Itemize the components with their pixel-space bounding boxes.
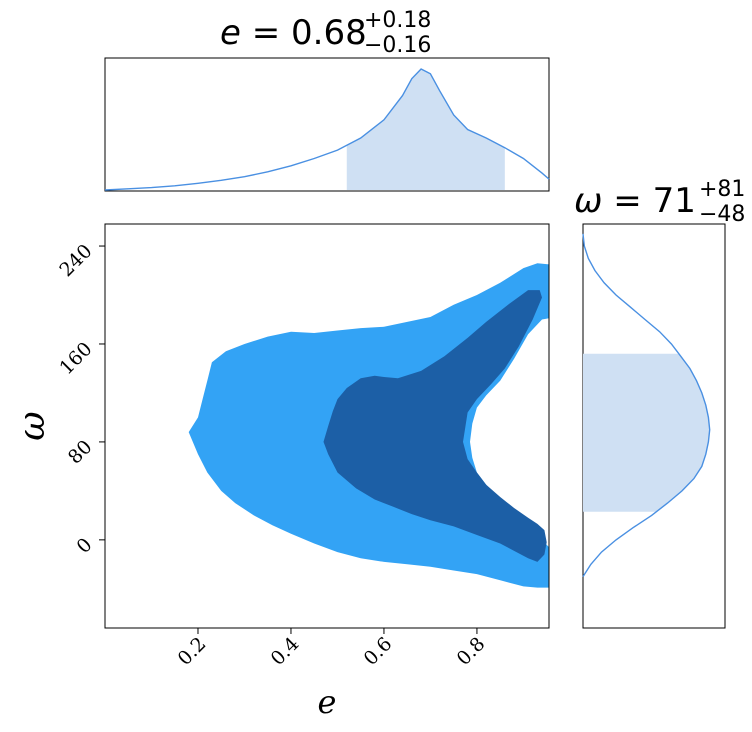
y-tick-label: 80	[64, 436, 97, 469]
contour-inner	[323, 290, 547, 562]
marginal-e-panel: e = 0.68 +0.18 −0.16	[104, 8, 550, 192]
marginal-omega-title: ω = 71	[574, 181, 696, 221]
y-axis-ticks: 0 80 160 240	[55, 240, 105, 558]
marginal-e-title-minus: −0.16	[364, 33, 431, 58]
x-tick-label: 0.6	[360, 633, 397, 670]
y-tick-label: 240	[55, 240, 96, 281]
x-tick-label: 0.8	[453, 633, 490, 670]
joint-contours	[188, 263, 549, 588]
marginal-omega-title-value: 71	[653, 181, 696, 221]
marginal-e-credible-fill	[346, 69, 505, 190]
marginal-omega-title-minus: −48	[699, 202, 745, 227]
marginal-e-frame	[104, 57, 550, 192]
marginal-omega-title-plus: +81	[699, 177, 745, 202]
marginal-omega-panel: ω = 71 +81 −48	[574, 177, 745, 629]
marginal-omega-credible-fill	[583, 353, 710, 512]
marginal-omega-title-eq: =	[602, 181, 652, 221]
x-tick-label: 0.4	[267, 633, 304, 670]
x-axis-label: e	[318, 683, 337, 721]
marginal-e-title-eq: =	[241, 13, 291, 53]
marginal-omega-title-var: ω	[574, 181, 602, 221]
marginal-e-title: e = 0.68	[220, 13, 367, 53]
marginal-e-title-plus: +0.18	[364, 8, 431, 33]
marginal-e-title-var: e	[220, 13, 241, 53]
joint-frame	[104, 223, 550, 629]
x-tick-label: 0.2	[174, 633, 211, 670]
marginal-e-density-line	[104, 68, 550, 191]
marginal-omega-density-line	[582, 233, 711, 577]
joint-panel: 0.2 0.4 0.6 0.8 0 80 160 240 e ω	[12, 223, 550, 721]
y-tick-label: 0	[72, 534, 96, 558]
y-tick-label: 160	[55, 338, 96, 379]
marginal-e-title-value: 0.68	[291, 13, 367, 53]
y-axis-label: ω	[12, 411, 53, 440]
x-axis-ticks: 0.2 0.4 0.6 0.8	[174, 628, 490, 670]
